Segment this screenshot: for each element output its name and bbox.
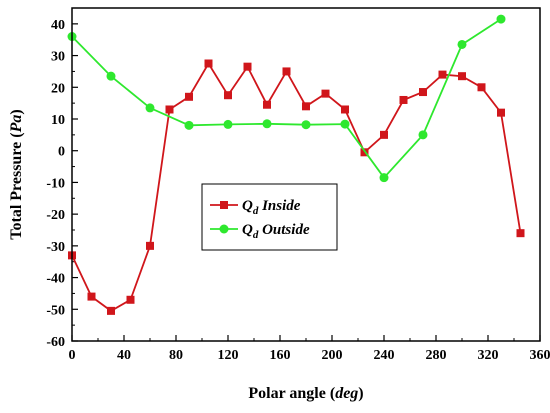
x-tick-label: 40 [117, 348, 131, 363]
data-point [165, 105, 174, 114]
data-point [301, 120, 311, 130]
plot-frame [71, 7, 541, 342]
legend-box [201, 183, 338, 251]
x-tick-label: 200 [322, 348, 343, 363]
legend-label-main: Q [242, 198, 253, 214]
data-point [399, 95, 408, 104]
data-point [497, 108, 505, 117]
data-point [418, 130, 428, 140]
y-axis-title-unit: Pa [8, 115, 25, 134]
legend-label-main: Q [242, 222, 253, 238]
x-tick-label: 280 [426, 348, 447, 363]
data-point [282, 67, 291, 76]
x-tick-label: 0 [69, 348, 76, 363]
data-point [516, 229, 525, 238]
y-tick-label: 10 [51, 113, 65, 128]
y-tick-label: -60 [46, 335, 65, 350]
x-tick-label: 240 [374, 348, 395, 363]
data-point [380, 130, 388, 139]
y-axis-title: Total Pressure (Pa) [8, 109, 25, 239]
y-tick-label: 0 [58, 145, 65, 160]
legend-label-rest: Inside [258, 198, 300, 214]
x-axis-title: Polar angle (deg) [248, 385, 363, 402]
y-tick-label: -10 [46, 176, 65, 191]
data-point [243, 62, 252, 71]
y-tick-label: 30 [51, 50, 65, 65]
data-point [224, 91, 232, 100]
data-point [223, 119, 233, 129]
data-point [263, 100, 271, 109]
x-axis-title-suffix: ) [358, 385, 363, 402]
series-2 [67, 14, 506, 183]
chart-series [67, 14, 525, 315]
y-tick-label: -30 [46, 240, 65, 255]
legend-label-subscript: d [253, 229, 259, 241]
data-point [321, 89, 330, 98]
y-axis-title-suffix: ) [8, 109, 25, 114]
data-point [262, 119, 272, 129]
legend-marker [220, 201, 228, 209]
data-point [477, 83, 486, 92]
x-axis-title-prefix: Polar angle ( [248, 385, 335, 402]
data-point [379, 173, 389, 183]
x-tick-label: 320 [478, 348, 499, 363]
x-axis-title-unit: deg [335, 385, 358, 402]
data-point [341, 105, 349, 114]
legend-label: Qd Outside [242, 222, 310, 241]
data-point [87, 292, 96, 301]
data-point [458, 72, 466, 81]
x-tick-label: 120 [218, 348, 239, 363]
data-point [185, 92, 193, 101]
legend-item: Qd Inside [210, 198, 301, 217]
x-tick-label: 160 [270, 348, 291, 363]
data-point [204, 59, 213, 68]
data-point [340, 119, 350, 129]
data-point [146, 241, 154, 250]
data-point [184, 120, 194, 130]
y-tick-label: 40 [51, 18, 65, 33]
y-tick-label: -40 [46, 272, 65, 287]
legend-label: Qd Inside [242, 198, 301, 217]
data-point [302, 102, 310, 111]
legend-label-rest: Outside [258, 222, 310, 238]
data-point [419, 88, 427, 97]
legend-item: Qd Outside [210, 222, 310, 241]
data-point [457, 39, 467, 49]
data-point [438, 70, 447, 79]
y-tick-label: 20 [51, 81, 65, 96]
data-point [496, 14, 506, 24]
y-tick-label: -20 [46, 208, 65, 223]
legend-label-subscript: d [253, 205, 259, 217]
axis-ticks: 0 40 80 120 160 200 240 280 320 360-60-50-40-30-2… [46, 18, 550, 363]
data-point [107, 306, 115, 315]
series-line [71, 18, 502, 180]
x-tick-label: 80 [169, 348, 183, 363]
x-tick-label: 360 [530, 348, 550, 363]
y-axis-title-prefix: Total Pressure ( [8, 132, 25, 239]
data-point [126, 295, 135, 304]
legend-marker [219, 224, 229, 234]
data-point [145, 103, 155, 113]
data-point [106, 71, 116, 81]
y-tick-label: -50 [46, 303, 65, 318]
series-1 [68, 59, 525, 315]
